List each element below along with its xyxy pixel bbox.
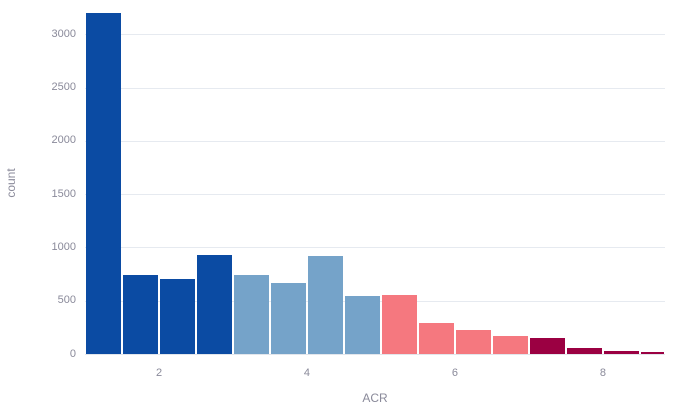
histogram-bar <box>418 323 454 354</box>
gridline <box>85 34 665 36</box>
plot-area <box>85 13 665 354</box>
gridline <box>85 194 665 196</box>
x-tick-label: 6 <box>451 367 458 379</box>
histogram-bar <box>86 13 121 354</box>
histogram-bar <box>566 347 602 354</box>
gridline <box>85 247 665 249</box>
y-axis-title: count <box>4 168 18 198</box>
histogram-bar <box>529 338 565 354</box>
x-tick-label: 8 <box>599 367 606 379</box>
histogram-bar <box>270 282 306 354</box>
histogram-bar <box>492 336 528 354</box>
histogram-bar <box>160 279 195 354</box>
histogram-bar <box>197 255 232 354</box>
histogram-bar <box>123 275 158 354</box>
y-tick-label: 2000 <box>51 134 76 147</box>
histogram-bar <box>381 295 417 354</box>
histogram-bar <box>344 295 380 354</box>
gridline <box>85 140 665 142</box>
histogram-bar <box>455 330 491 354</box>
histogram-bar <box>640 352 664 354</box>
x-tick-label: 4 <box>303 367 310 379</box>
y-tick-label: 3000 <box>51 27 76 40</box>
y-tick-label: 2500 <box>51 81 76 94</box>
histogram-bar <box>234 275 269 354</box>
histogram-bar <box>603 350 639 354</box>
y-tick-label: 1500 <box>51 187 76 200</box>
y-tick-label: 0 <box>69 347 76 360</box>
x-axis-domain-line <box>85 354 665 355</box>
x-tick-label: 2 <box>155 367 163 379</box>
gridline <box>85 87 665 89</box>
x-axis-title: ACR <box>362 391 388 405</box>
y-tick-label: 500 <box>57 294 76 307</box>
histogram-bar <box>307 256 343 354</box>
y-tick-label: 1000 <box>51 240 76 253</box>
